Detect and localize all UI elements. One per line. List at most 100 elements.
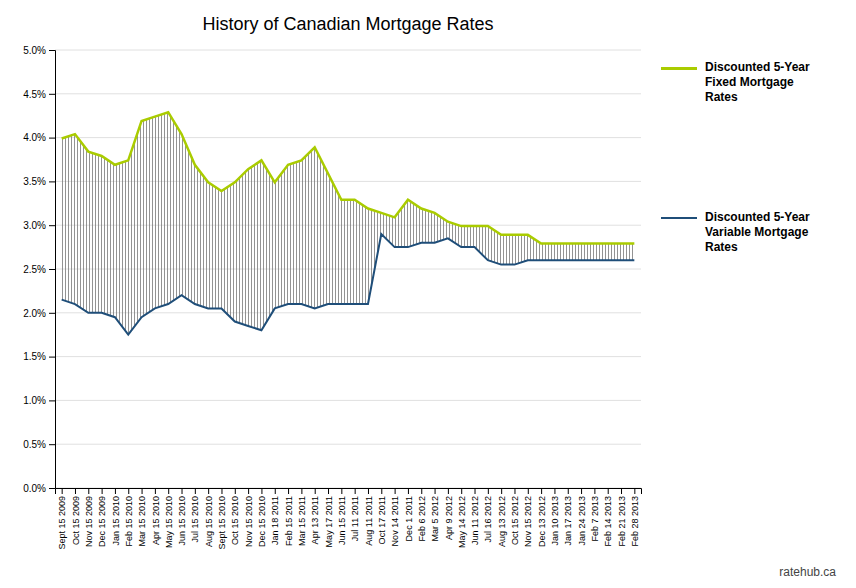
x-tick-label: Nov 15 2009 xyxy=(84,496,94,547)
x-tick-label: Nov 15 2010 xyxy=(244,496,254,547)
x-tick-label: Jun 15 2010 xyxy=(177,496,187,546)
x-tick: Jan 17 2013 xyxy=(563,488,573,546)
x-tick-mark xyxy=(248,488,249,494)
x-tick-mark xyxy=(328,488,329,494)
y-tick: 2.5% xyxy=(23,264,55,275)
x-tick-mark xyxy=(88,488,89,494)
x-tick-mark xyxy=(368,488,369,494)
x-tick-label: Sept 15 2009 xyxy=(57,496,67,550)
x-tick: Feb 15 2010 xyxy=(124,488,134,547)
x-tick: Feb 15 2011 xyxy=(284,488,294,546)
y-tick-mark xyxy=(49,50,55,51)
x-tick-label: Feb 6 2012 xyxy=(417,496,427,542)
x-tick-mark xyxy=(155,488,156,494)
y-tick-mark xyxy=(49,225,55,226)
y-tick-label: 4.5% xyxy=(23,89,46,100)
x-tick-mark xyxy=(275,488,276,494)
x-tick-label: Oct 15 2010 xyxy=(230,496,240,545)
x-tick-mark xyxy=(62,488,63,494)
x-tick-mark xyxy=(315,488,316,494)
x-tick-mark xyxy=(448,488,449,494)
x-tick: May 14 2012 xyxy=(457,488,467,548)
x-tick-label: Oct 15 2012 xyxy=(510,496,520,545)
y-tick-mark xyxy=(49,94,55,95)
x-tick: Aug 13 2012 xyxy=(497,488,507,547)
x-tick-mark xyxy=(475,488,476,494)
x-tick-label: Dec 1 2011 xyxy=(404,496,414,541)
x-tick-label: Oct 15 2009 xyxy=(71,496,81,545)
y-tick-label: 1.5% xyxy=(23,351,46,362)
x-tick-label: Jun 15 2011 xyxy=(337,496,347,545)
x-tick-mark xyxy=(608,488,609,494)
x-tick-label: May 17 2011 xyxy=(324,496,334,547)
x-tick-mark xyxy=(395,488,396,494)
x-tick: May 15 2010 xyxy=(164,488,174,548)
x-tick: Apr 9 2012 xyxy=(444,488,454,540)
x-tick: Jul 11 2011 xyxy=(350,488,360,541)
x-tick: Feb 6 2012 xyxy=(417,488,427,542)
x-tick-mark xyxy=(421,488,422,494)
x-tick-label: Sept 15 2010 xyxy=(217,496,227,550)
x-tick-mark xyxy=(341,488,342,494)
x-tick: Nov 15 2009 xyxy=(84,488,94,547)
x-tick: Nov 14 2011 xyxy=(390,488,400,546)
title: History of Canadian Mortgage Rates xyxy=(202,14,493,34)
annotation: ratehub.ca xyxy=(779,565,836,579)
y-tick-label: 0.5% xyxy=(23,439,46,450)
grid-line xyxy=(55,444,641,445)
x-tick: Jun 15 2011 xyxy=(337,488,347,545)
series-line xyxy=(62,234,635,335)
x-tick-mark xyxy=(235,488,236,494)
x-tick-label: Aug 13 2012 xyxy=(497,496,507,547)
x-tick: Mar 15 2010 xyxy=(137,488,147,547)
y-tick: 3.5% xyxy=(23,176,55,187)
x-tick-mark xyxy=(182,488,183,494)
x-tick-label: Jun 11 2012 xyxy=(470,496,480,545)
y-tick: 2.0% xyxy=(23,308,55,319)
x-tick-label: Mar 15 2011 xyxy=(297,496,307,546)
x-tick-mark xyxy=(195,488,196,494)
x-tick-label: Mar 15 2010 xyxy=(137,496,147,547)
x-tick: Feb 21 2013 xyxy=(617,488,627,547)
y-tick-mark xyxy=(49,313,55,314)
x-tick: Dec 13 2012 xyxy=(537,488,547,547)
x-tick-label: Jul 15 2010 xyxy=(190,496,200,543)
y-tick: 1.5% xyxy=(23,351,55,362)
x-tick: Dec 1 2011 xyxy=(404,488,414,541)
y-tick-label: 4.0% xyxy=(23,132,46,143)
x-tick: Jun 11 2012 xyxy=(470,488,480,545)
legend-label: Discounted 5-Year Variable Mortgage Rate… xyxy=(705,210,810,255)
x-tick-label: Nov 14 2011 xyxy=(390,496,400,546)
x-tick: Jul 16 2012 xyxy=(483,488,493,543)
x-tick-label: Feb 28 2013 xyxy=(630,496,640,547)
y-tick: 1.0% xyxy=(23,395,55,406)
y-tick-label: 2.5% xyxy=(23,264,46,275)
x-tick: Oct 15 2012 xyxy=(510,488,520,545)
x-tick-label: Oct 17 2011 xyxy=(377,496,387,544)
x-tick: May 17 2011 xyxy=(324,488,334,547)
x-tick-mark xyxy=(142,488,143,494)
x-tick-mark xyxy=(488,488,489,494)
x-tick: Feb 7 2013 xyxy=(590,488,600,542)
x-tick-mark xyxy=(208,488,209,494)
x-tick: Nov 15 2012 xyxy=(523,488,533,547)
x-tick-mark xyxy=(168,488,169,494)
y-tick: 4.5% xyxy=(23,89,55,100)
y-tick: 0.5% xyxy=(23,439,55,450)
x-tick-label: Dec 15 2009 xyxy=(97,496,107,547)
x-tick-label: Jan 10 2013 xyxy=(550,496,560,546)
plot: 0.0%0.5%1.0%1.5%2.0%2.5%3.0%3.5%4.0%4.5%… xyxy=(23,45,641,550)
x-tick-mark xyxy=(381,488,382,494)
x-tick-label: Dec 15 2010 xyxy=(257,496,267,547)
x-tick-mark xyxy=(501,488,502,494)
x-tick: Jan 24 2013 xyxy=(577,488,587,546)
x-tick: Nov 15 2010 xyxy=(244,488,254,547)
x-tick: Oct 15 2009 xyxy=(71,488,81,545)
y-tick-mark xyxy=(49,357,55,358)
x-tick: Sept 15 2010 xyxy=(217,488,227,550)
grid-line xyxy=(55,356,641,357)
grid-line xyxy=(55,93,641,94)
x-tick-mark xyxy=(461,488,462,494)
x-tick-label: Aug 15 2010 xyxy=(204,496,214,547)
x-tick-mark xyxy=(301,488,302,494)
